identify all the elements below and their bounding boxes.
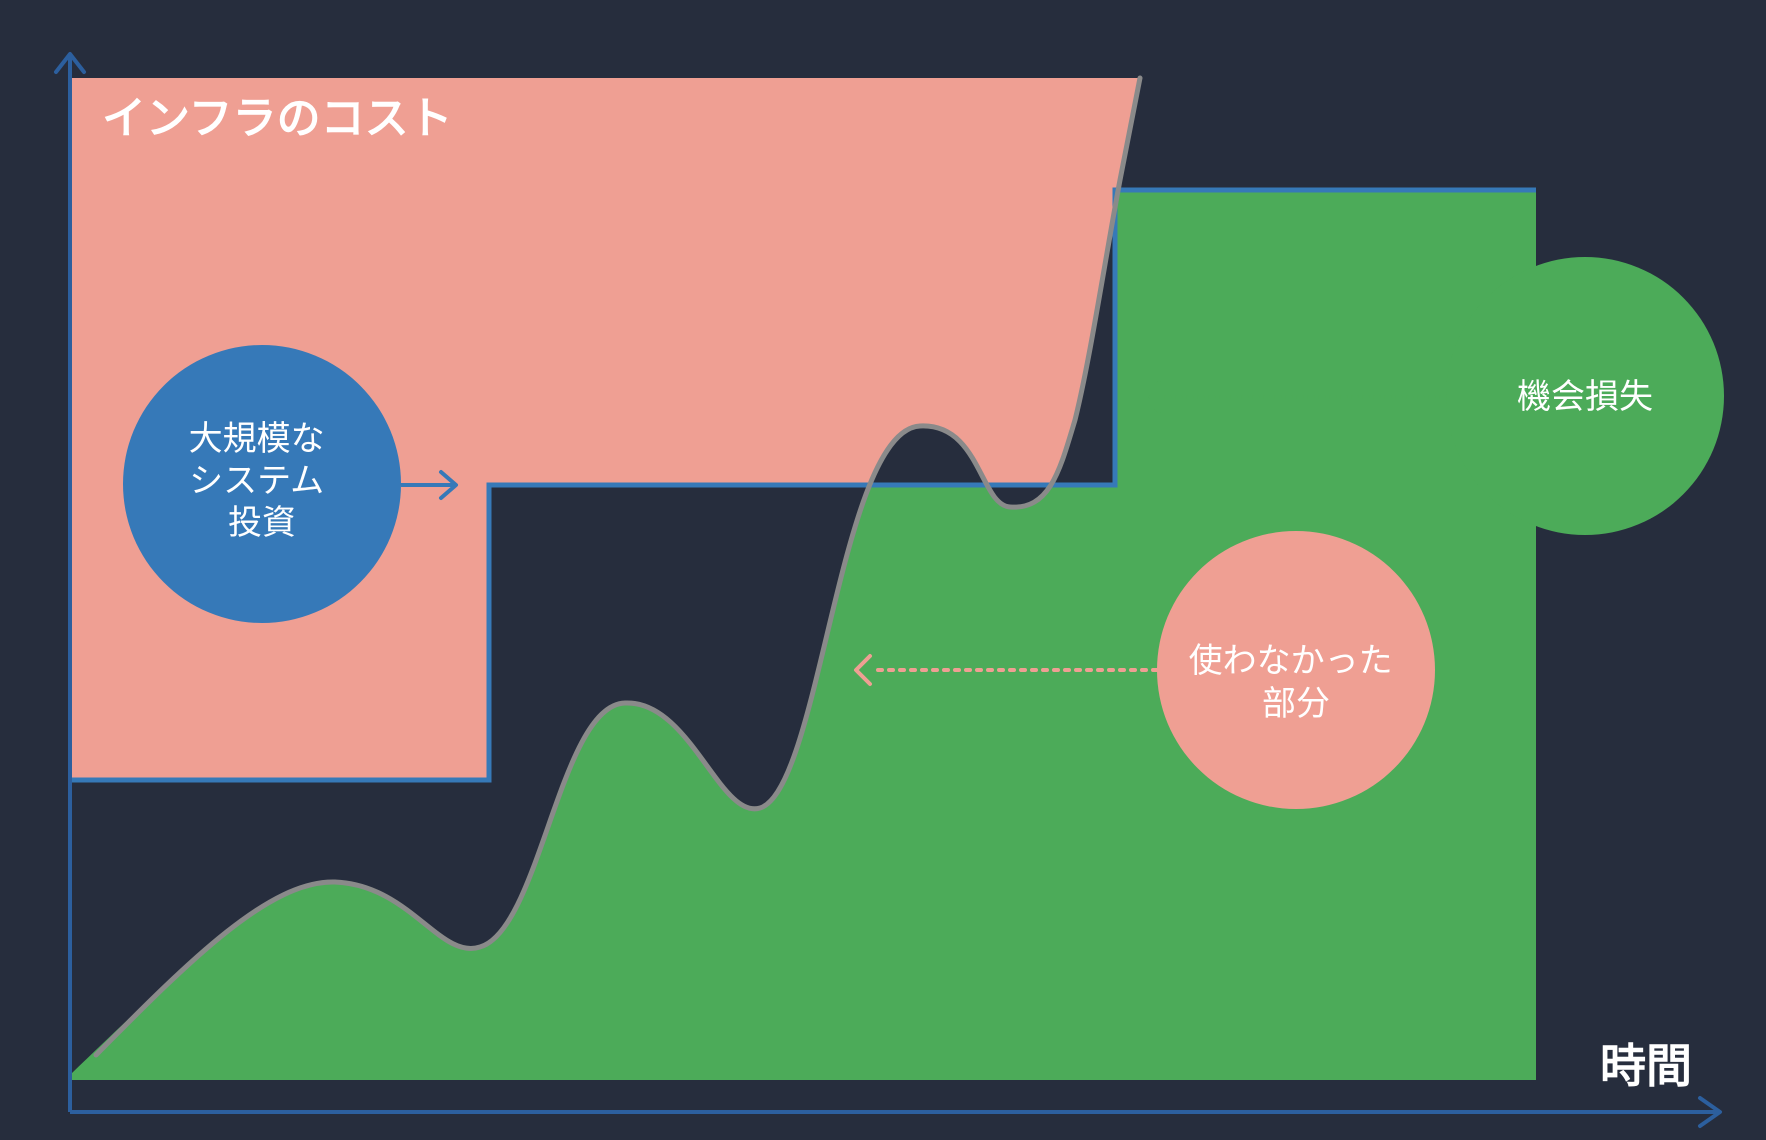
y-axis — [54, 52, 86, 1112]
unused-portion-callout: 使わなかった 部分 — [854, 531, 1435, 809]
big-investment-bubble — [123, 345, 401, 623]
unused-portion-line-1: 使わなかった — [1189, 641, 1393, 681]
x-axis — [70, 1096, 1722, 1128]
y-axis-label: インフラのコスト — [102, 93, 453, 144]
right-arrow-icon — [401, 470, 458, 500]
big-investment-line-1: 大規模な — [189, 419, 325, 459]
big-investment-line-3: 投資 — [228, 503, 296, 543]
opportunity-loss-line-1: 機会損失 — [1517, 377, 1653, 417]
left-dotted-arrow-icon — [1143, 381, 1447, 413]
big-investment-line-2: システム — [189, 461, 324, 501]
opportunity-loss-area — [72, 190, 1536, 1080]
big-investment-callout: 大規模な システム 投資 — [123, 345, 458, 623]
capacity-step-line — [72, 187, 1536, 783]
opportunity-loss-bubble — [1446, 257, 1724, 535]
svg-text:機会損失: 機会損失 — [1517, 377, 1653, 417]
svg-text:使わなかった 部分: 使わなかった 部分 — [1189, 641, 1404, 724]
unused-portion-line-2: 部分 — [1262, 684, 1330, 724]
x-axis-label: 時間 — [1600, 1039, 1692, 1093]
left-dotted-arrow-icon — [854, 654, 1159, 686]
x-axis-arrow-icon — [1698, 1096, 1722, 1128]
unused-portion-bubble — [1157, 531, 1435, 809]
demand-curve — [93, 75, 1143, 1058]
opportunity-loss-callout: 機会損失 — [1143, 257, 1724, 535]
svg-text:大規模な システム 投資: 大規模な システム 投資 — [189, 419, 336, 543]
y-axis-arrow-icon — [54, 52, 86, 74]
